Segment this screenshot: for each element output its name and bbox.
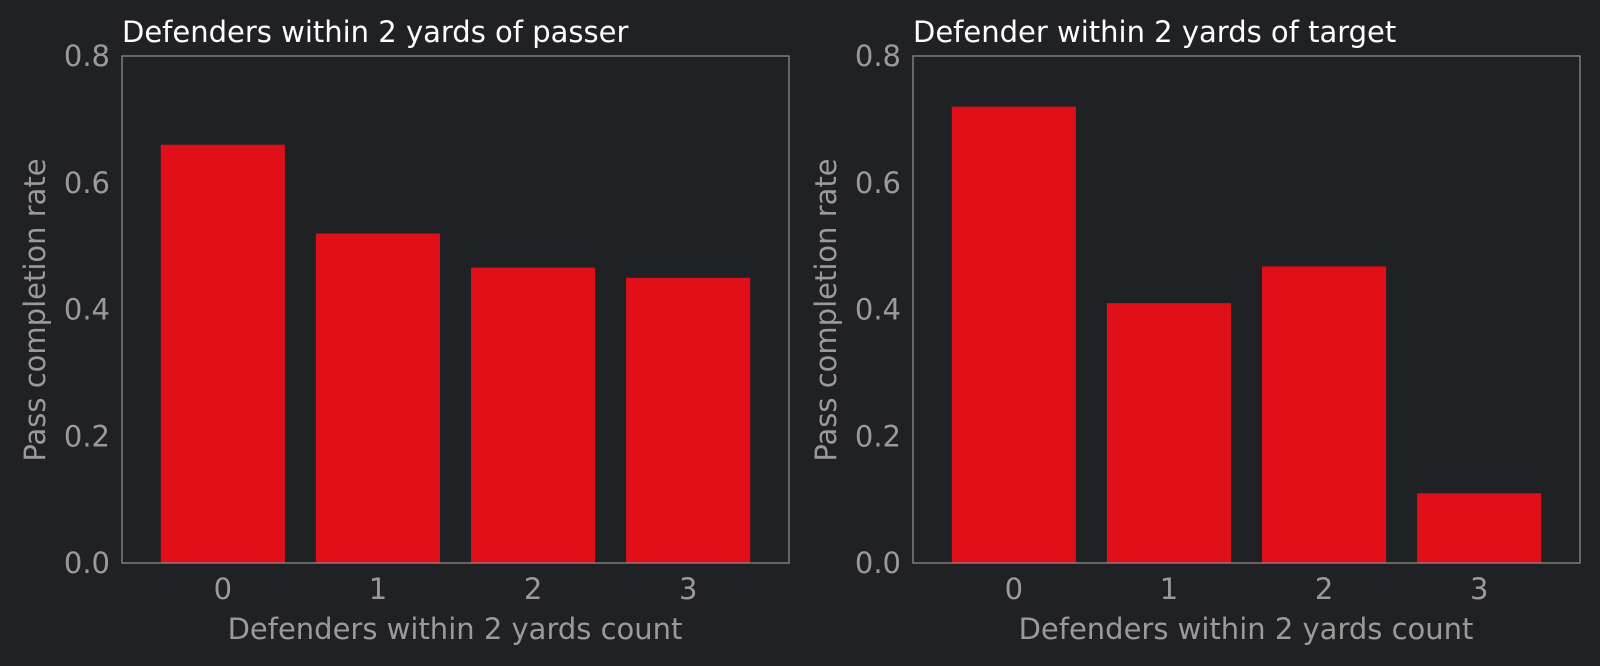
x-tick-label: 3 (1470, 572, 1488, 606)
plot-frame (121, 55, 790, 564)
x-axis-label: Defenders within 2 yards count (1019, 612, 1474, 646)
y-tick-labels: 0.0 0.2 0.4 0.6 0.8 (855, 39, 901, 580)
y-tick-labels: 0.0 0.2 0.4 0.6 0.8 (64, 39, 110, 580)
bar-3 (1417, 493, 1542, 563)
x-tick-label: 0 (214, 572, 232, 606)
x-tick-label: 2 (524, 572, 542, 606)
y-tick-label: 0.8 (64, 39, 110, 73)
y-tick-label: 0.6 (855, 166, 901, 200)
x-tick-label: 1 (1160, 572, 1178, 606)
x-tick-label: 1 (369, 572, 387, 606)
chart-panel-2: Defender within 2 yards of target 0.0 0.2… (809, 15, 1581, 646)
x-axis-label: Defenders within 2 yards count (228, 612, 683, 646)
chart-panel-1: Defenders within 2 yards of passer 0.00.… (18, 15, 790, 646)
x-tick-label: 2 (1315, 572, 1333, 606)
x-tick-label: 0 (1005, 572, 1023, 606)
y-tick-label: 0.2 (64, 419, 110, 453)
bar-3 (626, 277, 751, 563)
bar-1 (315, 233, 440, 563)
y-axis-label: Pass completion rate (809, 158, 843, 461)
bar-0 (951, 106, 1076, 563)
y-tick-label: 0.6 (64, 166, 110, 200)
bar-2 (1262, 266, 1387, 563)
y-tick-label: 0.4 (64, 293, 110, 327)
chart-title: Defender within 2 yards of target (913, 15, 1396, 49)
chart-title: Defenders within 2 yards of passer (122, 15, 628, 49)
plot-frame (912, 55, 1581, 564)
y-axis-label: Pass completion rate (18, 158, 52, 461)
bar-0 (160, 144, 285, 563)
x-tick-labels: 0 1 2 3 (214, 572, 698, 606)
bar-1 (1106, 303, 1231, 563)
y-tick-label: 0.0 (64, 546, 110, 580)
x-tick-label: 3 (679, 572, 697, 606)
x-tick-labels: 0 1 2 3 (1005, 572, 1489, 606)
bar-2 (471, 267, 596, 563)
bar-group (951, 106, 1542, 563)
y-tick-label: 0.0 (855, 546, 901, 580)
y-tick-label: 0.4 (855, 293, 901, 327)
y-tick-label: 0.8 (855, 39, 901, 73)
bar-group (160, 144, 751, 563)
y-tick-label: 0.2 (855, 419, 901, 453)
